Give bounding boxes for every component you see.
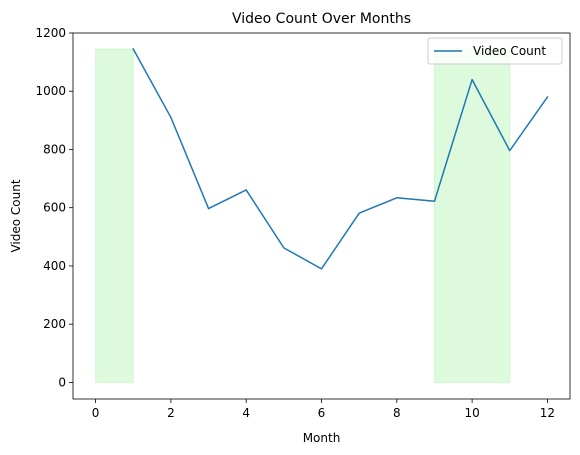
x-tick-label: 10 [464,406,479,420]
x-tick-label: 6 [318,406,326,420]
y-ticks: 0 200 400 600 800 1000 1200 [35,26,73,389]
x-tick-label: 4 [242,406,250,420]
x-ticks: 0 2 4 6 8 10 12 [92,399,555,420]
x-tick-label: 12 [540,406,555,420]
legend-entry-video-count: Video Count [473,44,546,58]
y-tick-label: 1200 [35,26,66,40]
x-tick-label: 2 [167,406,175,420]
y-tick-label: 200 [43,317,66,331]
y-tick-label: 0 [58,375,66,389]
shaded-region-1 [433,48,511,383]
series-line-0 [132,47,549,270]
y-tick-label: 1000 [35,84,66,98]
series-lines [132,47,549,270]
chart-title: Video Count Over Months [232,11,411,27]
shaded-region-0 [95,48,134,383]
y-axis-label: Video Count [9,179,23,252]
y-tick-label: 400 [43,259,66,273]
legend: Video Count [427,37,563,65]
y-tick-label: 800 [43,142,66,156]
x-tick-label: 8 [393,406,401,420]
legend-box [427,37,563,65]
shaded-regions [95,48,511,383]
x-axis-label: Month [303,431,341,445]
y-tick-label: 600 [43,201,66,215]
x-tick-label: 0 [92,406,100,420]
